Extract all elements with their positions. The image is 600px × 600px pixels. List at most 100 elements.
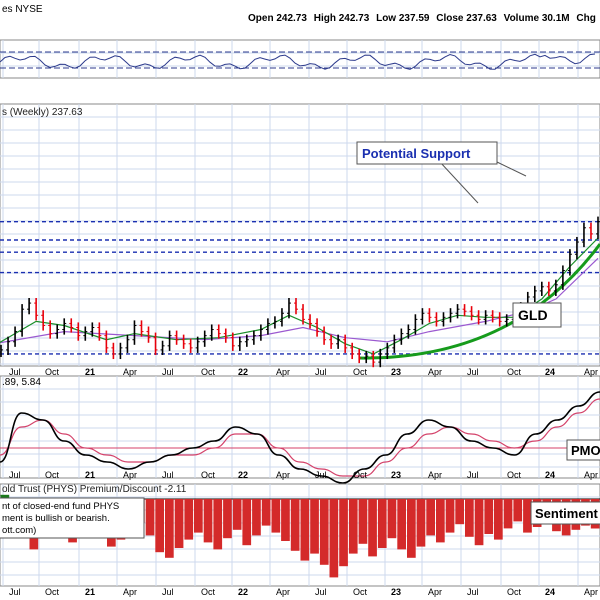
price-tick-label: 23 <box>391 367 401 377</box>
price-tick-label: Oct <box>353 367 368 377</box>
premium-bar <box>407 499 416 558</box>
pmo-values: .89, 5.84 <box>2 377 41 388</box>
sent-tick-label: 21 <box>85 587 95 597</box>
callout-text: Potential Support <box>362 146 471 161</box>
pmo-signal-line <box>0 398 600 477</box>
sent-tick-label: Oct <box>507 587 522 597</box>
premium-bar <box>387 499 397 539</box>
sent-tick-label: Jul <box>467 587 479 597</box>
sentiment-label: Sentiment <box>530 501 600 525</box>
price-tick-label: Oct <box>45 367 60 377</box>
pmo-tick-label: Oct <box>353 470 368 480</box>
sent-tick-label: Jul <box>9 587 21 597</box>
premium-bar <box>426 499 435 536</box>
sent-tick-label: Apr <box>428 587 442 597</box>
premium-bar <box>290 499 300 551</box>
premium-bar <box>397 499 406 550</box>
premium-bar <box>261 499 271 526</box>
volume-label: Volume <box>504 13 540 24</box>
pmo-label-text: PMO <box>571 443 600 458</box>
high-value: 242.73 <box>339 13 370 24</box>
premium-bar <box>165 499 174 558</box>
pmo-label-box <box>566 439 600 461</box>
open-value: 242.73 <box>276 13 307 24</box>
premium-bar <box>455 499 464 525</box>
premium-bar <box>329 499 339 578</box>
price-tick-label: Apr <box>123 367 137 377</box>
gld-label-text: GLD <box>518 307 548 323</box>
premium-bar <box>416 499 426 547</box>
pmo-tick-label: Apr <box>428 470 442 480</box>
pmo-tick-label: 22 <box>238 470 248 480</box>
sent-tick-label: Apr <box>584 587 598 597</box>
premium-bar <box>223 499 232 539</box>
ohlc-readout: Open 242.73 High 242.73 Low 237.59 Close… <box>248 13 596 24</box>
price-tick-label: 21 <box>85 367 95 377</box>
premium-bar <box>474 499 484 546</box>
sent-tick-label: 22 <box>238 587 248 597</box>
pmo-tick-label: Jul <box>315 470 327 480</box>
price-tick-label: Jul <box>162 367 174 377</box>
premium-bar <box>155 499 164 553</box>
premium-bar <box>523 499 532 533</box>
premium-bar <box>203 499 213 543</box>
premium-bar <box>339 499 348 567</box>
price-panel <box>0 103 600 368</box>
gld-label-box <box>512 302 562 328</box>
pmo-tick-label: Jul <box>467 470 479 480</box>
premium-bar <box>281 499 290 541</box>
price-tick-label: Apr <box>584 367 598 377</box>
premium-bar <box>271 499 281 533</box>
premium-bar <box>358 499 368 544</box>
premium-bar <box>194 499 203 533</box>
pmo-tick-label: Oct <box>45 470 60 480</box>
price-tick-label: Apr <box>428 367 442 377</box>
pmo-tick-label: Jul <box>162 470 174 480</box>
price-tick-label: 24 <box>545 367 555 377</box>
sentiment-note-line-3: ott.com) <box>2 525 36 536</box>
price-tick-label: Jul <box>315 367 327 377</box>
pmo-tick-label: 24 <box>545 470 555 480</box>
open-label: Open <box>248 13 274 24</box>
low-value: 237.59 <box>399 13 430 24</box>
sentiment-label-text: Sentiment <box>535 506 599 521</box>
premium-bar <box>0 494 10 499</box>
sentiment-note-line-1: nt of closed-end fund PHYS <box>2 501 119 512</box>
sent-tick-label: Jul <box>315 587 327 597</box>
price-tick-label: Jul <box>467 367 479 377</box>
premium-bar <box>184 499 194 540</box>
sent-tick-label: Oct <box>45 587 60 597</box>
pmo-tick-label: 21 <box>85 470 95 480</box>
premium-bar <box>145 499 155 536</box>
pmo-tick-label: Oct <box>507 470 522 480</box>
price-tick-label: Jul <box>9 367 21 377</box>
premium-bar <box>310 499 319 554</box>
sent-tick-label: 23 <box>391 587 401 597</box>
pmo-tick-label: Jul <box>9 470 21 480</box>
pmo-tick-label: Apr <box>123 470 137 480</box>
callout-box <box>356 141 498 165</box>
sentiment-note-box <box>0 497 145 539</box>
premium-bar <box>377 499 387 548</box>
callout-pointer-1 <box>439 161 479 204</box>
price-tick-label: 22 <box>238 367 248 377</box>
premium-bar <box>445 499 455 533</box>
pmo-tick-label: Oct <box>201 470 216 480</box>
sent-tick-label: Oct <box>201 587 216 597</box>
potential-support-callout: Potential Support <box>356 141 527 204</box>
close-label: Close <box>436 13 464 24</box>
pmo-tick-label: Apr <box>276 470 290 480</box>
premium-bar <box>319 499 329 565</box>
sent-tick-label: Oct <box>353 587 368 597</box>
x-axis: Jul Oct 21 Apr Jul Oct 22 Apr Jul Oct 23 Apr Jul Oct 2… <box>9 367 598 597</box>
premium-bar <box>436 499 445 543</box>
sent-tick-label: Jul <box>162 587 174 597</box>
premium-bar <box>465 499 474 537</box>
sent-tick-label: 24 <box>545 587 555 597</box>
premium-bar <box>484 499 494 534</box>
premium-bar <box>348 499 358 554</box>
support-curve <box>359 243 600 360</box>
pmo-tick-label: Apr <box>584 470 598 480</box>
pmo-panel <box>0 375 600 484</box>
price-tick-label: Oct <box>201 367 216 377</box>
